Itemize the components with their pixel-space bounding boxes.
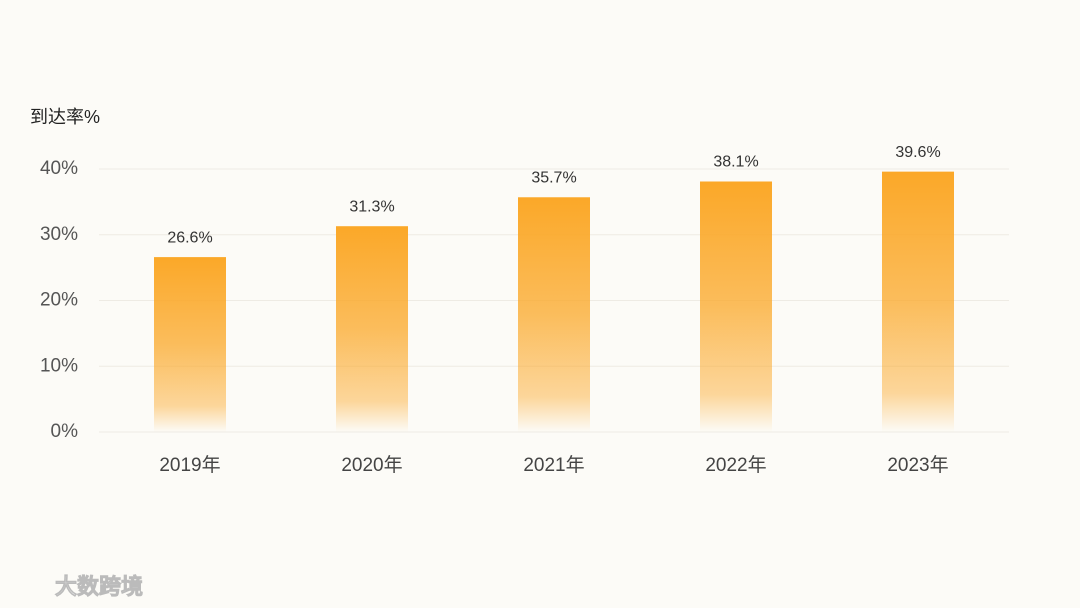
- value-label: 39.6%: [895, 144, 940, 161]
- watermark: 大数跨境: [55, 574, 143, 599]
- x-tick-label: 2022年: [705, 454, 766, 476]
- y-axis-label: 到达率%: [30, 107, 100, 127]
- y-tick-label: 20%: [40, 290, 78, 311]
- y-tick-label: 0%: [51, 421, 79, 442]
- bar: [518, 197, 590, 432]
- value-label: 38.1%: [713, 154, 758, 171]
- value-label: 35.7%: [531, 169, 576, 186]
- y-tick-label: 10%: [40, 355, 78, 376]
- value-label: 31.3%: [349, 198, 394, 215]
- x-tick-label: 2020年: [341, 454, 402, 476]
- x-tick-label: 2023年: [887, 454, 948, 476]
- bar: [882, 171, 954, 432]
- x-tick-label: 2021年: [523, 454, 584, 476]
- bar: [336, 226, 408, 432]
- bar: [154, 257, 226, 432]
- x-tick-label: 2019年: [159, 454, 220, 476]
- bar: [700, 181, 772, 432]
- y-tick-label: 40%: [40, 158, 78, 179]
- value-label: 26.6%: [167, 229, 212, 246]
- y-tick-label: 30%: [40, 224, 78, 245]
